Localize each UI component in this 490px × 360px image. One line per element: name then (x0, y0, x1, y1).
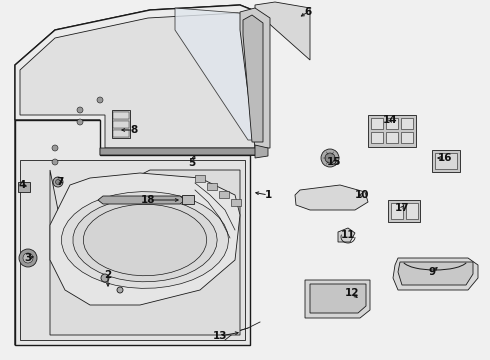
Text: 1: 1 (265, 190, 271, 200)
Polygon shape (255, 2, 310, 60)
Polygon shape (393, 258, 478, 290)
Text: 16: 16 (438, 153, 452, 163)
Text: 4: 4 (18, 180, 25, 190)
Bar (368, 115, 416, 147)
Polygon shape (50, 170, 240, 335)
Polygon shape (15, 5, 265, 345)
Circle shape (321, 149, 339, 167)
Bar (371, 132, 383, 143)
Bar (207, 183, 217, 190)
Polygon shape (310, 284, 366, 313)
Polygon shape (100, 148, 265, 155)
Circle shape (23, 253, 33, 263)
Bar (432, 150, 460, 172)
Bar (388, 200, 420, 222)
Bar (182, 195, 194, 204)
Circle shape (52, 159, 58, 165)
Bar (195, 175, 205, 182)
Polygon shape (240, 8, 270, 148)
Bar (386, 132, 398, 143)
Bar (435, 153, 457, 169)
Polygon shape (20, 160, 245, 340)
Text: 14: 14 (383, 115, 397, 125)
Polygon shape (15, 5, 265, 155)
Polygon shape (243, 15, 263, 142)
Polygon shape (338, 228, 355, 242)
Polygon shape (305, 280, 370, 318)
Bar (391, 203, 403, 219)
Polygon shape (73, 198, 217, 282)
Circle shape (19, 249, 37, 267)
Bar (113, 121, 129, 128)
Text: 9: 9 (428, 267, 436, 277)
Text: 3: 3 (24, 253, 32, 263)
Text: 12: 12 (345, 288, 359, 298)
Text: 15: 15 (327, 157, 341, 167)
Bar (386, 118, 398, 129)
Bar (401, 132, 413, 143)
Polygon shape (50, 173, 240, 305)
Bar (112, 110, 130, 138)
Bar (231, 199, 241, 206)
Polygon shape (98, 196, 185, 204)
Bar (219, 191, 229, 198)
Circle shape (77, 107, 83, 113)
Bar (371, 118, 383, 129)
Polygon shape (255, 145, 268, 158)
Circle shape (53, 177, 63, 187)
Polygon shape (15, 120, 250, 345)
Bar (18, 182, 30, 192)
Text: 5: 5 (188, 158, 196, 168)
Bar (401, 118, 413, 129)
Text: 11: 11 (341, 230, 355, 240)
Polygon shape (295, 185, 368, 210)
Circle shape (101, 274, 109, 282)
Polygon shape (62, 192, 229, 288)
Polygon shape (398, 262, 473, 285)
Circle shape (325, 153, 335, 163)
Text: 7: 7 (56, 177, 64, 187)
Text: 2: 2 (104, 270, 112, 280)
Bar (113, 130, 129, 137)
Circle shape (77, 119, 83, 125)
Circle shape (117, 287, 123, 293)
Circle shape (97, 97, 103, 103)
Bar (406, 203, 418, 219)
Polygon shape (20, 13, 258, 148)
Circle shape (52, 145, 58, 151)
Polygon shape (175, 8, 265, 140)
Text: 6: 6 (304, 7, 312, 17)
Circle shape (55, 180, 60, 184)
Text: 10: 10 (355, 190, 369, 200)
Text: 8: 8 (130, 125, 138, 135)
Text: 13: 13 (213, 331, 227, 341)
Text: 18: 18 (141, 195, 155, 205)
Bar (113, 112, 129, 119)
Text: 17: 17 (394, 203, 409, 213)
Polygon shape (83, 204, 207, 276)
